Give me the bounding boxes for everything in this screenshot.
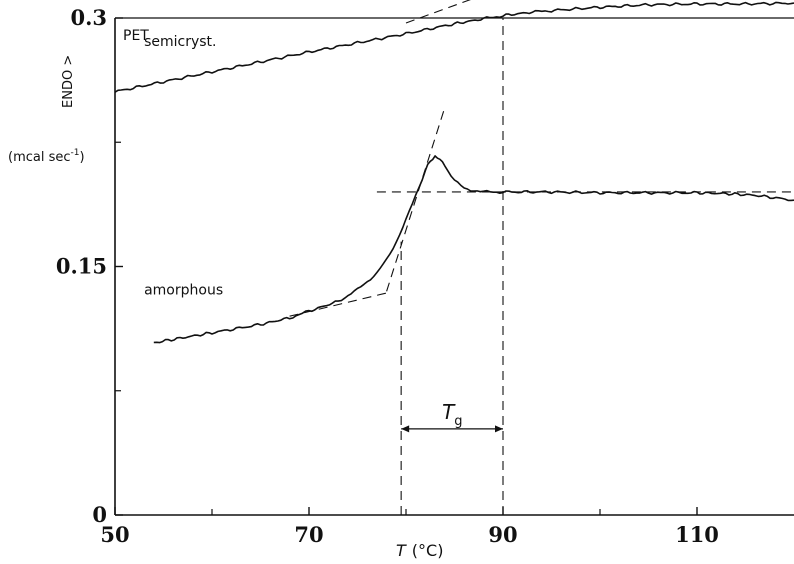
y-tick-label: 0.3 <box>70 5 107 30</box>
y-axis-label-units: (mcal sec-1) <box>8 148 85 165</box>
y-tick-label: 0 <box>92 502 107 527</box>
tg-marker: Tg <box>401 400 503 433</box>
series-label: amorphous <box>144 283 223 299</box>
x-tick-label: 50 <box>100 522 129 547</box>
ticks: 50 70 90 110 0 0.15 0.3 <box>56 5 719 547</box>
y-axis-units-text: (mcal sec <box>8 150 71 165</box>
x-axis-unit: (°C) <box>412 541 444 560</box>
tg-arrowhead-left <box>401 425 410 433</box>
tg-arrowhead-right <box>495 425 503 433</box>
x-axis-label: T (°C) <box>396 541 443 560</box>
x-tick-label: 110 <box>675 522 719 547</box>
tg-symbol: T <box>442 400 456 424</box>
curves <box>114 1 794 344</box>
tg-subscript: g <box>454 414 462 429</box>
x-axis-symbol: T <box>396 541 407 560</box>
panel-label: PET <box>123 28 149 44</box>
axes <box>114 17 794 516</box>
construction-line <box>386 107 446 292</box>
construction-line <box>289 292 387 317</box>
construction-lines <box>289 0 794 515</box>
series-line <box>114 1 794 93</box>
y-tick-label: 0.15 <box>56 254 107 279</box>
labels: semicryst. amorphous <box>144 34 223 299</box>
y-axis-units-exp: -1 <box>71 148 80 158</box>
y-axis-label-endo: ENDO > <box>61 55 76 108</box>
x-tick-label: 70 <box>294 522 323 547</box>
x-tick-label: 90 <box>488 522 517 547</box>
construction-line <box>405 0 471 24</box>
tg-label: Tg <box>442 400 462 429</box>
series-label: semicryst. <box>144 34 216 50</box>
series-line <box>153 155 794 344</box>
y-axis-units-close: ) <box>80 150 85 165</box>
